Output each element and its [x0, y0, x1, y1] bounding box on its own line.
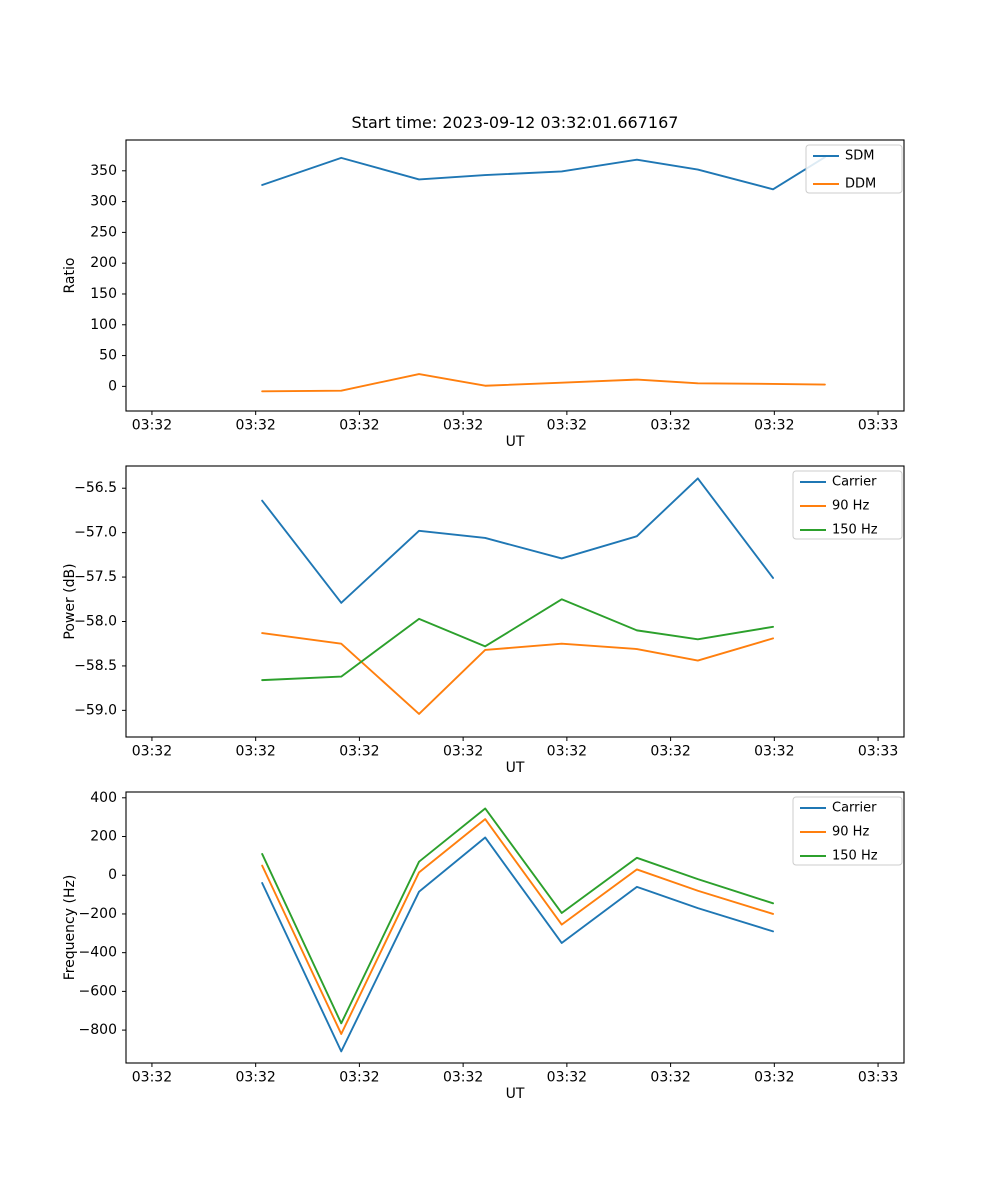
x-tick-label: 03:32 [339, 418, 379, 434]
series-line-90-hz [261, 818, 774, 1035]
y-axis-label: Power (dB) [62, 563, 78, 639]
y-tick-label: −59.0 [74, 702, 117, 718]
y-tick-label: 250 [90, 224, 117, 240]
x-tick-label: 03:32 [650, 418, 690, 434]
y-tick-label: 400 [90, 790, 117, 806]
x-axis-label: UT [506, 760, 525, 776]
legend-label-90-hz: 90 Hz [832, 825, 869, 840]
frequency-panel: 400 200 0 −200 −400 −600 −800 03:32 03:32 03:32 03… [62, 790, 905, 1102]
x-tick-label: 03:32 [650, 1070, 690, 1086]
legend-label-carrier: Carrier [832, 801, 877, 816]
y-tick-label: 100 [90, 317, 117, 333]
x-tick-label: 03:32 [650, 744, 690, 760]
x-tick-label: 03:32 [754, 1070, 794, 1086]
x-tick-label: 03:32 [132, 418, 172, 434]
x-tick-label: 03:33 [858, 744, 898, 760]
y-tick-label: −57.5 [74, 569, 117, 585]
series-line-sdm [261, 156, 826, 191]
x-tick-label: 03:32 [235, 1070, 275, 1086]
x-tick-label: 03:33 [858, 1070, 898, 1086]
y-tick-label: −200 [79, 906, 117, 922]
legend-label-carrier: Carrier [832, 475, 877, 490]
y-tick-label: 350 [90, 163, 117, 179]
legend-label-ddm: DDM [845, 177, 876, 192]
y-tick-label: −58.5 [74, 658, 117, 674]
x-tick-label: 03:32 [443, 744, 483, 760]
y-tick-label: −56.5 [74, 480, 117, 496]
y-tick-label: 50 [99, 348, 117, 364]
y-tick-label: −600 [79, 983, 117, 999]
series-line-150-hz [261, 598, 774, 682]
x-tick-label: 03:32 [754, 418, 794, 434]
ratio-panel: 0 50 100 150 200 250 300 350 03:32 03:32 03:32 03:3… [62, 113, 905, 450]
x-tick-label: 03:32 [132, 1070, 172, 1086]
figure-title: Start time: 2023-09-12 03:32:01.667167 [352, 113, 679, 132]
x-tick-label: 03:32 [443, 1070, 483, 1086]
x-axis-label: UT [506, 434, 525, 450]
series-line-carrier [261, 836, 774, 1053]
y-tick-label: 0 [108, 867, 117, 883]
legend-label-90-hz: 90 Hz [832, 499, 869, 514]
y-tick-label: −58.0 [74, 613, 117, 629]
y-tick-label: −400 [79, 945, 117, 961]
x-tick-label: 03:32 [547, 744, 587, 760]
x-tick-label: 03:32 [339, 1070, 379, 1086]
x-tick-label: 03:32 [339, 744, 379, 760]
x-axis-label: UT [506, 1086, 525, 1102]
x-tick-label: 03:32 [547, 418, 587, 434]
axes-frame [125, 465, 905, 738]
y-tick-label: −57.0 [74, 525, 117, 541]
series-line-90-hz [261, 632, 774, 715]
x-tick-label: 03:32 [443, 418, 483, 434]
y-tick-label: 0 [108, 378, 117, 394]
x-tick-label: 03:32 [235, 744, 275, 760]
y-axis-label: Frequency (Hz) [62, 875, 78, 981]
legend-label-150-hz: 150 Hz [832, 523, 878, 538]
legend-box[interactable] [792, 796, 903, 866]
x-tick-label: 03:33 [858, 418, 898, 434]
y-tick-label: 300 [90, 194, 117, 210]
legend-label-150-hz: 150 Hz [832, 849, 878, 864]
x-tick-label: 03:32 [132, 744, 172, 760]
x-tick-label: 03:32 [754, 744, 794, 760]
series-line-150-hz [261, 807, 774, 1025]
series-line-carrier [261, 477, 774, 604]
y-tick-label: −800 [79, 1022, 117, 1038]
axes-frame [125, 139, 905, 412]
y-tick-label: 200 [90, 255, 117, 271]
y-tick-label: 200 [90, 829, 117, 845]
series-line-ddm [261, 373, 826, 393]
legend-box[interactable] [792, 470, 903, 540]
y-tick-label: 150 [90, 286, 117, 302]
x-tick-label: 03:32 [235, 418, 275, 434]
axes-frame [125, 791, 905, 1064]
power-panel: −56.5 −57.0 −57.5 −58.0 −58.5 −59.0 03:32 03:32… [62, 465, 905, 776]
x-tick-label: 03:32 [547, 1070, 587, 1086]
y-axis-label: Ratio [62, 258, 78, 294]
legend-label-sdm: SDM [845, 149, 874, 164]
